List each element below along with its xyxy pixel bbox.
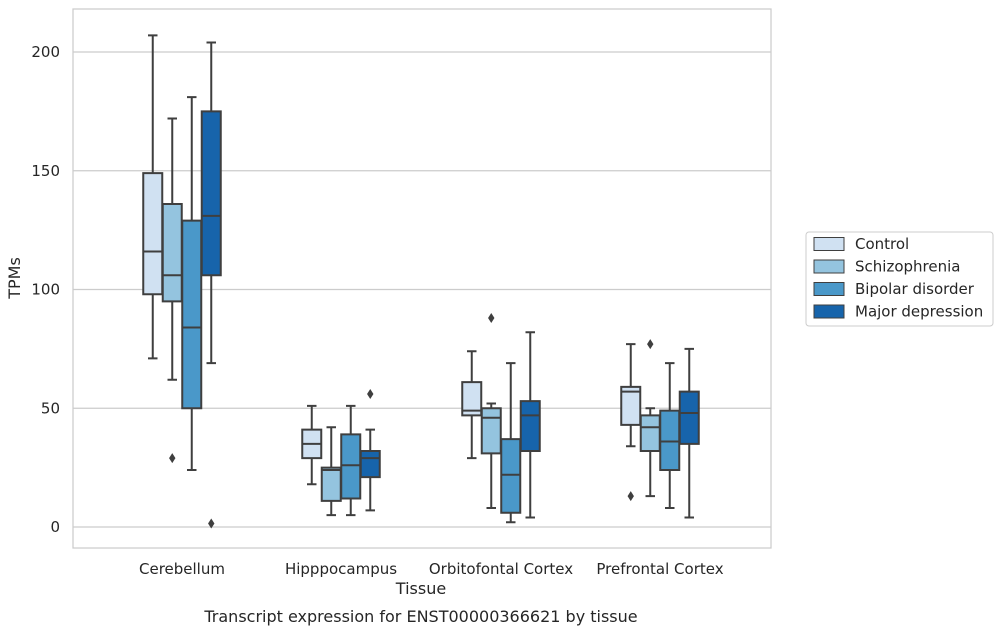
box-iqr [142, 172, 164, 296]
box-plots [142, 34, 700, 529]
box-iqr [639, 414, 661, 452]
box-iqr [480, 407, 502, 455]
legend-swatch [813, 237, 845, 251]
y-tick-label: 100 [31, 281, 60, 299]
box-iqr [320, 466, 342, 502]
outlier-point [169, 453, 176, 464]
legend-label: Schizophrenia [855, 258, 960, 276]
legend: Control Schizophrenia Bipolar disorder Majo… [805, 231, 994, 327]
box-iqr [200, 110, 222, 277]
box-iqr [340, 433, 362, 500]
x-tick-label: Prefrontal Cortex [596, 560, 723, 578]
box-major-depression [200, 41, 222, 529]
y-tick-label: 50 [41, 399, 60, 417]
box-control [620, 343, 642, 502]
x-axis-title: Tissue [395, 579, 446, 598]
box-major-depression [678, 347, 700, 519]
box-schizophrenia [639, 339, 661, 498]
box-iqr [181, 219, 203, 410]
legend-frame [805, 231, 994, 327]
box-bipolar-disorder [340, 404, 362, 517]
legend-label: Major depression [855, 303, 983, 321]
chart-caption: Transcript expression for ENST0000036662… [203, 607, 637, 626]
x-axis-ticks: Cerebellum Hipppocampus Orbitofontal Corte… [139, 560, 724, 578]
legend-swatch [813, 259, 845, 274]
legend-swatch [813, 282, 845, 296]
box-schizophrenia [320, 426, 342, 517]
plot-area-frame [72, 8, 772, 549]
box-schizophrenia [480, 313, 502, 509]
box-bipolar-disorder [659, 362, 681, 509]
legend-swatch [813, 304, 845, 319]
y-tick-label: 0 [50, 518, 60, 536]
box-schizophrenia [161, 117, 183, 464]
box-major-depression [359, 389, 381, 512]
outlier-point [488, 313, 495, 323]
box-control [301, 404, 323, 486]
y-tick-label: 200 [31, 43, 60, 61]
outlier-point [208, 518, 215, 529]
outlier-point [367, 389, 374, 399]
box-bipolar-disorder [181, 96, 203, 471]
box-bipolar-disorder [500, 362, 522, 524]
legend-label: Control [855, 235, 909, 253]
y-axis-title: TPMs [5, 257, 24, 300]
box-control [461, 350, 483, 460]
y-tick-label: 150 [31, 162, 60, 180]
box-iqr [461, 381, 483, 417]
x-tick-label: Cerebellum [139, 560, 225, 578]
legend-label: Bipolar disorder [855, 280, 975, 298]
box-iqr [500, 438, 522, 514]
box-iqr [659, 409, 681, 471]
outlier-point [627, 491, 634, 502]
box-iqr [161, 203, 183, 303]
box-control [142, 34, 164, 360]
outlier-point [647, 339, 654, 350]
y-axis-ticks: 0 50 100 150 200 [31, 43, 60, 536]
x-tick-label: Hipppocampus [285, 560, 397, 578]
box-major-depression [519, 331, 541, 519]
box-iqr [678, 390, 700, 445]
box-iqr [359, 450, 381, 479]
x-tick-label: Orbitofontal Cortex [429, 560, 573, 578]
box-iqr [620, 385, 642, 426]
box-iqr [519, 400, 541, 452]
